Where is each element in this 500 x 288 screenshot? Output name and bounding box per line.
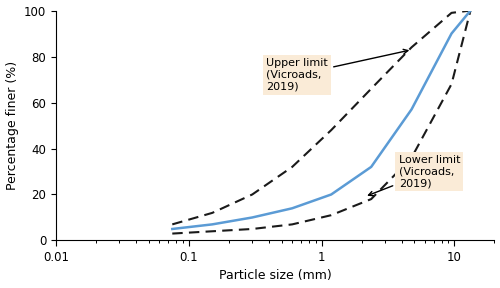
Y-axis label: Percentage finer (%): Percentage finer (%) bbox=[6, 61, 18, 190]
Text: Upper limit
(Vicroads,
2019): Upper limit (Vicroads, 2019) bbox=[266, 49, 408, 92]
Text: Lower limit
(Vicroads,
2019): Lower limit (Vicroads, 2019) bbox=[368, 155, 460, 196]
X-axis label: Particle size (mm): Particle size (mm) bbox=[219, 270, 332, 283]
